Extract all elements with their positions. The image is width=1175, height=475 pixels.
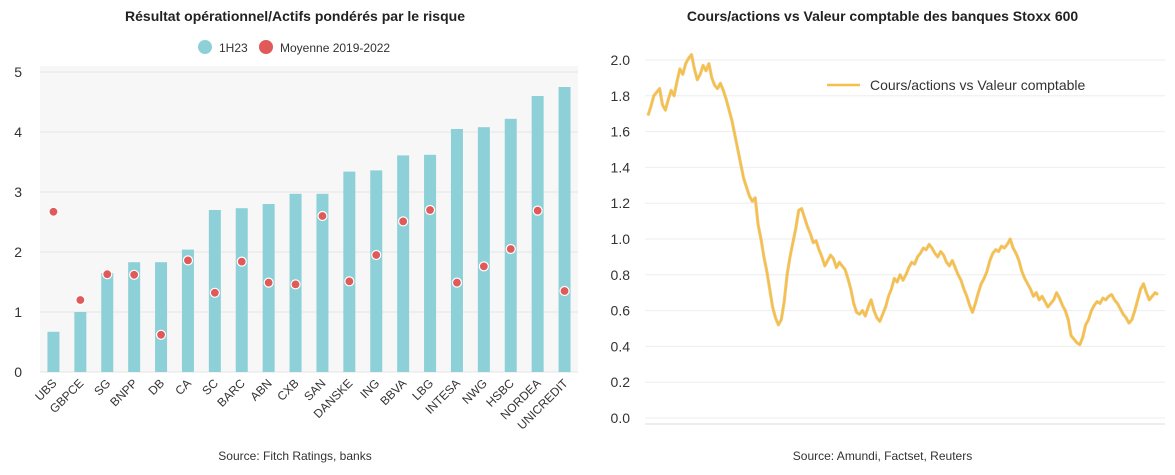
bar-nwg: [477, 127, 490, 372]
line-legend-label: Cours/actions vs Valeur comptable: [870, 77, 1085, 93]
line-y-tick-label-8: 1.6: [611, 124, 631, 140]
dot-intesa: [451, 277, 463, 288]
bar-y-tick-label-4: 4: [14, 124, 22, 140]
legend-label-moyenne: Moyenne 2019-2022: [280, 41, 390, 55]
dot-hsbc: [505, 243, 516, 255]
x-label-sg: SG: [91, 376, 113, 398]
dot-bbva: [398, 216, 409, 227]
bar-db: [155, 262, 168, 372]
right-chart-panel: Cours/actions vs Valeur comptable des ba…: [590, 0, 1175, 475]
bar-intesa: [450, 129, 463, 372]
dot-sc: [209, 287, 220, 298]
dot-san: [317, 210, 328, 222]
bar-y-tick-label-5: 5: [14, 64, 22, 80]
bar-sg: [101, 273, 114, 372]
left-chart-title: Résultat opérationnel/Actifs pondérés pa…: [125, 8, 465, 24]
bar-y-tick-label-1: 1: [14, 304, 22, 320]
legend-marker-1h23: [198, 40, 212, 54]
x-label-bbva: BBVA: [377, 376, 409, 408]
bar-abn: [262, 204, 275, 372]
bar-gbpce: [74, 312, 87, 372]
line-y-tick-label-9: 1.8: [611, 88, 631, 104]
x-label-bnpp: BNPP: [107, 376, 140, 409]
dot-gbpce: [75, 294, 86, 306]
dot-sg: [102, 269, 113, 280]
legend-marker-moyenne: [259, 40, 273, 54]
dot-ubs: [48, 206, 59, 217]
dot-unicredit: [559, 285, 570, 297]
dot-nordea: [532, 205, 543, 216]
line-y-tick-label-2: 0.4: [611, 338, 631, 354]
line-chart: 0.0 0.2 0.4 0.6 0.8 1.0 1.2 1.4 1.6 1.8 2.0 Cours/a…: [611, 52, 1165, 426]
line-y-tick-label-10: 2.0: [611, 52, 631, 68]
bar-unicredit: [558, 87, 571, 372]
right-chart-source: Source: Amundi, Factset, Reuters: [792, 449, 973, 463]
legend-label-1h23: 1H23: [219, 41, 248, 55]
x-label-db: DB: [145, 376, 167, 398]
dot-nwg: [478, 261, 489, 272]
bar-y-tick-label-0: 0: [14, 364, 22, 380]
line-series-ratio: [647, 53, 1159, 346]
dot-ca: [182, 255, 194, 266]
bar-lbg: [424, 154, 437, 372]
bar-y-tick-label-2: 2: [14, 244, 22, 260]
bar-ing: [370, 170, 383, 372]
dot-danske: [344, 276, 355, 287]
bar-danske: [343, 171, 356, 372]
x-label-sc: SC: [199, 376, 221, 398]
left-chart-panel: Résultat opérationnel/Actifs pondérés pa…: [14, 8, 578, 463]
line-y-tick-label-6: 1.2: [611, 195, 631, 211]
left-chart-source: Source: Fitch Ratings, banks: [218, 449, 372, 463]
line-y-tick-label-0: 0.0: [611, 410, 631, 426]
line-y-tick-label-7: 1.4: [611, 159, 631, 175]
dot-ing: [371, 249, 382, 261]
dot-abn: [263, 277, 274, 288]
bar-san: [316, 193, 329, 372]
x-label-cxb: CXB: [274, 376, 301, 403]
x-label-abn: ABN: [247, 376, 274, 403]
bar-y-tick-label-3: 3: [14, 184, 22, 200]
x-label-barc: BARC: [214, 376, 248, 410]
dot-lbg: [424, 204, 436, 216]
bar-barc: [235, 208, 248, 372]
line-y-tick-label-5: 1.0: [611, 231, 631, 247]
dot-cxb: [290, 279, 301, 290]
dot-barc: [236, 256, 247, 267]
bar-ubs: [47, 331, 60, 372]
dot-db: [155, 329, 167, 340]
bar-bnpp: [128, 262, 141, 372]
bar-nordea: [531, 96, 544, 372]
bar-ca: [181, 249, 194, 372]
bar-plot-background: [40, 66, 578, 372]
x-label-ca: CA: [172, 376, 194, 398]
bar-bbva: [397, 155, 410, 372]
right-chart-title: Cours/actions vs Valeur comptable des ba…: [686, 8, 1079, 24]
line-y-tick-label-4: 0.8: [611, 267, 631, 283]
dot-bnpp: [129, 269, 140, 280]
line-y-tick-label-1: 0.2: [611, 374, 631, 390]
line-y-tick-label-3: 0.6: [611, 303, 631, 319]
